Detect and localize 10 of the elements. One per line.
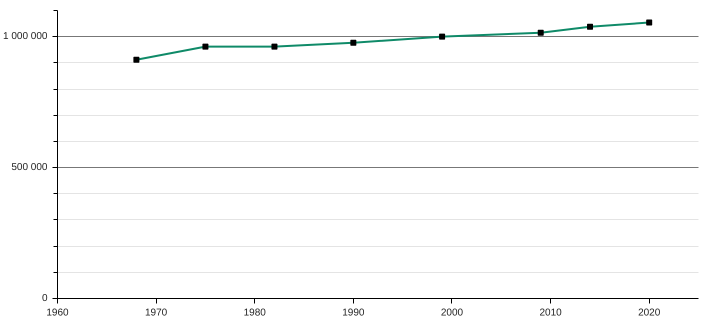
x-tick-label: 1960	[46, 308, 70, 318]
x-tick-label: 1970	[144, 308, 168, 318]
x-tick-label: 1990	[342, 308, 365, 318]
x-tick-label: 2010	[539, 308, 562, 318]
x-tick-label: 1980	[244, 308, 266, 318]
x-tick-label: 2000	[440, 308, 464, 318]
x-tick-label: 2020	[638, 308, 661, 318]
y-tick-label: 500 000	[11, 162, 48, 174]
y-tick-label: 1 000 000	[3, 31, 48, 42]
y-tick-label: 0	[42, 293, 48, 304]
